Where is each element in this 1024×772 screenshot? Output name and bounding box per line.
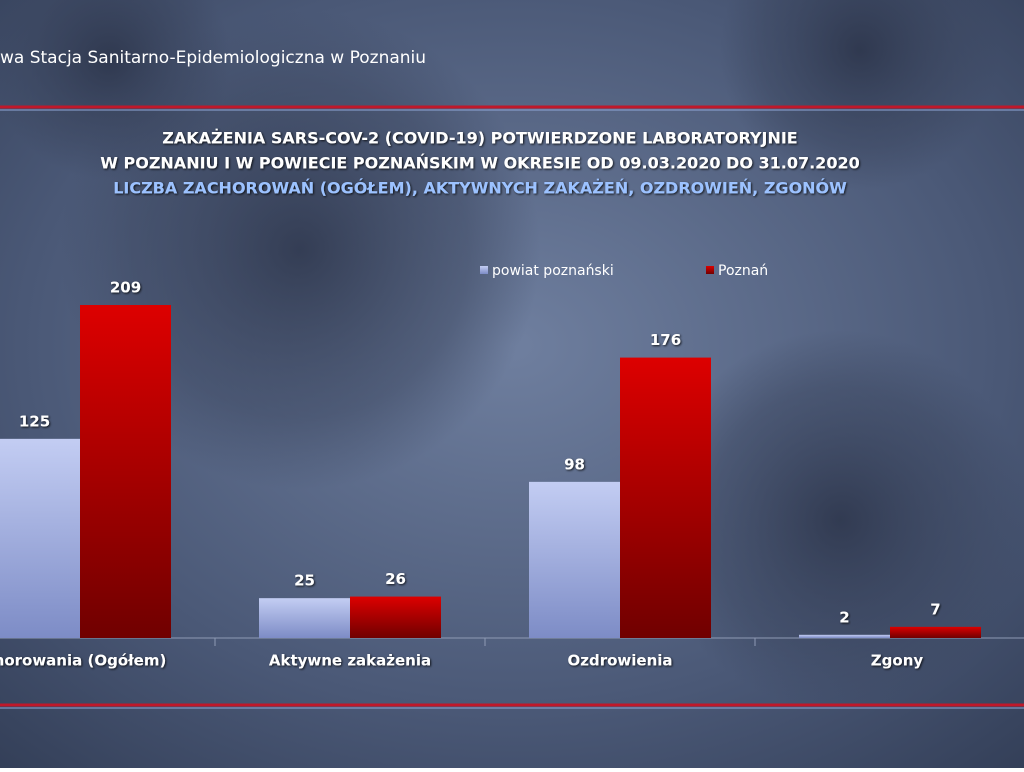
bar <box>259 598 350 638</box>
virus-image <box>720 0 1000 190</box>
legend-label: powiat poznański <box>492 263 614 279</box>
chart-subtitle: LICZBA ZACHOROWAŃ (OGÓŁEM), AKTYWNYCH ZA… <box>113 179 847 198</box>
chart-title: W POZNANIU I W POWIECIE POZNAŃSKIM W OKR… <box>100 154 859 173</box>
virus-image <box>0 0 230 180</box>
data-label: 26 <box>385 570 406 588</box>
legend-swatch <box>706 266 714 274</box>
bar <box>529 481 620 638</box>
virus-image <box>650 330 1024 710</box>
chart-title: ZAKAŻENIA SARS-COV-2 (COVID-19) POTWIERD… <box>162 129 797 148</box>
data-label: 2 <box>839 608 849 626</box>
bar <box>80 305 171 638</box>
data-label: 125 <box>19 412 50 430</box>
data-label: 25 <box>294 572 315 590</box>
bar <box>0 438 80 638</box>
header: wa Stacja Sanitarno-Epidemiologiczna w P… <box>0 48 426 68</box>
data-label: 98 <box>564 455 585 473</box>
bar <box>350 596 441 638</box>
bar <box>620 357 711 638</box>
data-label: 209 <box>110 279 141 297</box>
x-tick-label: Aktywne zakażenia <box>269 652 431 670</box>
data-label: 176 <box>650 331 681 349</box>
x-tick-label: Ozdrowienia <box>567 652 672 670</box>
data-label: 7 <box>930 600 940 618</box>
x-tick-label: horowania (Ogółem) <box>0 652 166 670</box>
x-tick-label: Zgony <box>871 652 924 670</box>
legend-swatch <box>480 266 488 274</box>
bar <box>799 634 890 638</box>
legend-label: Poznań <box>718 263 768 279</box>
bar <box>890 626 981 638</box>
